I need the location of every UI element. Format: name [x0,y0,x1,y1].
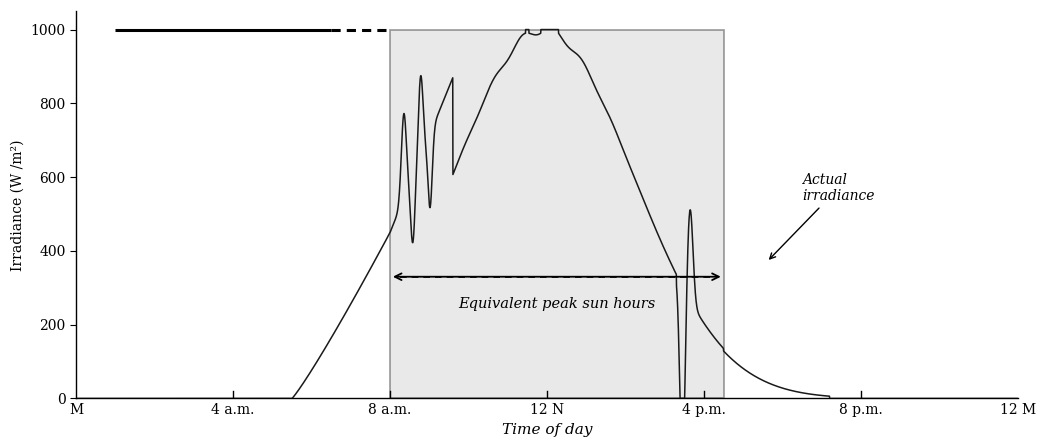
Text: Actual
irradiance: Actual irradiance [770,173,874,259]
Y-axis label: Irradiance (W /m²): Irradiance (W /m²) [12,139,25,271]
Text: Equivalent peak sun hours: Equivalent peak sun hours [459,297,655,311]
X-axis label: Time of day: Time of day [502,423,593,437]
Bar [391,30,723,398]
